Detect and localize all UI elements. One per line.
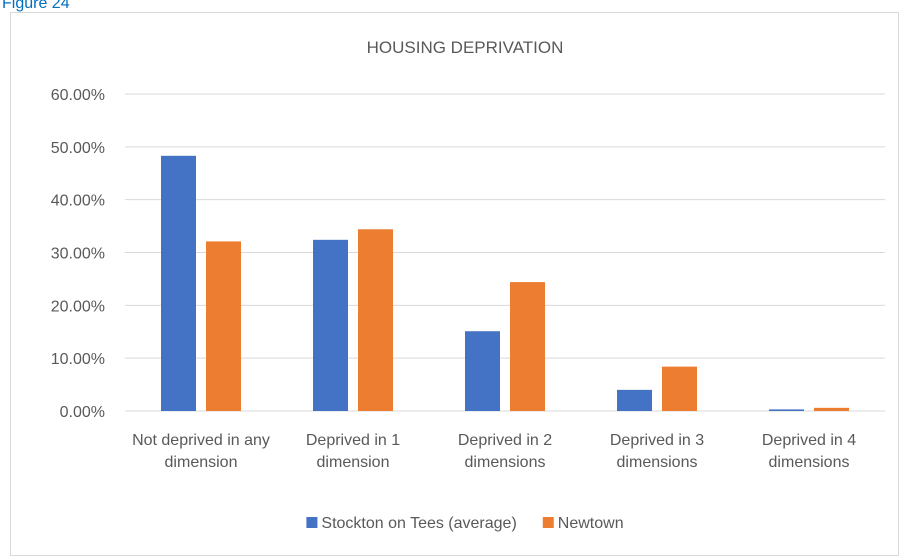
y-tick-label: 30.00% [51,246,105,263]
x-tick-label: Deprived in 4 dimensions [761,432,857,471]
legend-label: Stockton on Tees (average) [321,515,516,532]
bar [313,239,348,411]
y-tick-label: 40.00% [51,193,105,210]
bar [465,331,500,411]
y-tick-label: 0.00% [60,404,105,421]
x-tick-label: Not deprived in any dimension [132,432,270,471]
figure-label: Figure 24 [2,0,70,12]
chart-title: HOUSING DEPRIVATION [367,38,564,57]
y-tick-label: 50.00% [51,140,105,157]
bar [769,409,804,411]
bar [510,282,545,411]
bar [358,229,393,411]
legend-swatch [306,517,318,528]
bar [161,155,196,411]
x-tick-label: Deprived in 2 dimensions [457,432,553,471]
y-tick-label: 10.00% [51,351,105,368]
legend-swatch [542,517,554,528]
chart-frame [10,12,899,556]
y-tick-label: 20.00% [51,298,105,315]
y-tick-label: 60.00% [51,87,105,104]
legend-label: Newtown [558,515,624,532]
bar [814,407,849,411]
x-tick-label: Deprived in 3 dimensions [609,432,705,471]
x-tick-label: Deprived in 1 dimension [305,432,401,471]
bar [617,389,652,411]
bar [662,366,697,411]
bar [206,241,241,411]
